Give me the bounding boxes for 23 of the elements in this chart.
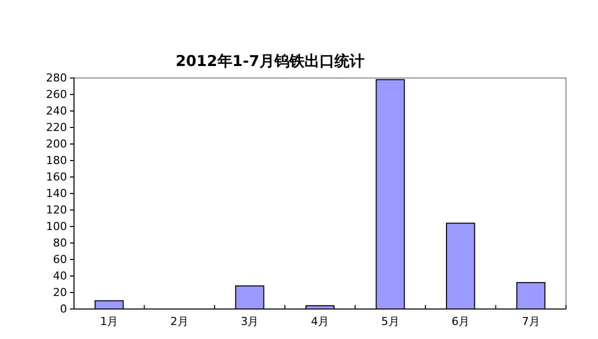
y-tick-label: 120 <box>46 204 67 217</box>
y-tick-label: 80 <box>53 236 67 250</box>
y-tick-label: 280 <box>46 72 67 85</box>
y-tick-label: 160 <box>46 170 67 184</box>
y-tick-label: 100 <box>46 220 67 234</box>
y-tick-label: 180 <box>46 154 67 168</box>
x-tick-label: 1月 <box>100 315 118 328</box>
y-tick-label: 40 <box>53 270 67 283</box>
x-tick-label: 7月 <box>522 315 540 328</box>
y-tick-label: 220 <box>46 121 67 134</box>
x-tick-label: 2月 <box>170 315 188 328</box>
x-tick-label: 3月 <box>240 315 259 328</box>
x-tick-label: 6月 <box>452 315 470 328</box>
y-tick-label: 20 <box>53 286 67 300</box>
y-tick-label: 60 <box>53 253 67 266</box>
y-tick-label: 240 <box>46 104 67 118</box>
y-tick-label: 0 <box>60 302 67 316</box>
y-tick-label: 200 <box>46 138 67 151</box>
x-tick-label: 5月 <box>381 315 400 328</box>
y-tick-label: 260 <box>46 88 67 102</box>
y-tick-label: 140 <box>46 187 67 200</box>
chart-title: 2012年1-7月钨铁出口统计 <box>176 52 364 70</box>
x-tick-label: 4月 <box>311 315 329 328</box>
